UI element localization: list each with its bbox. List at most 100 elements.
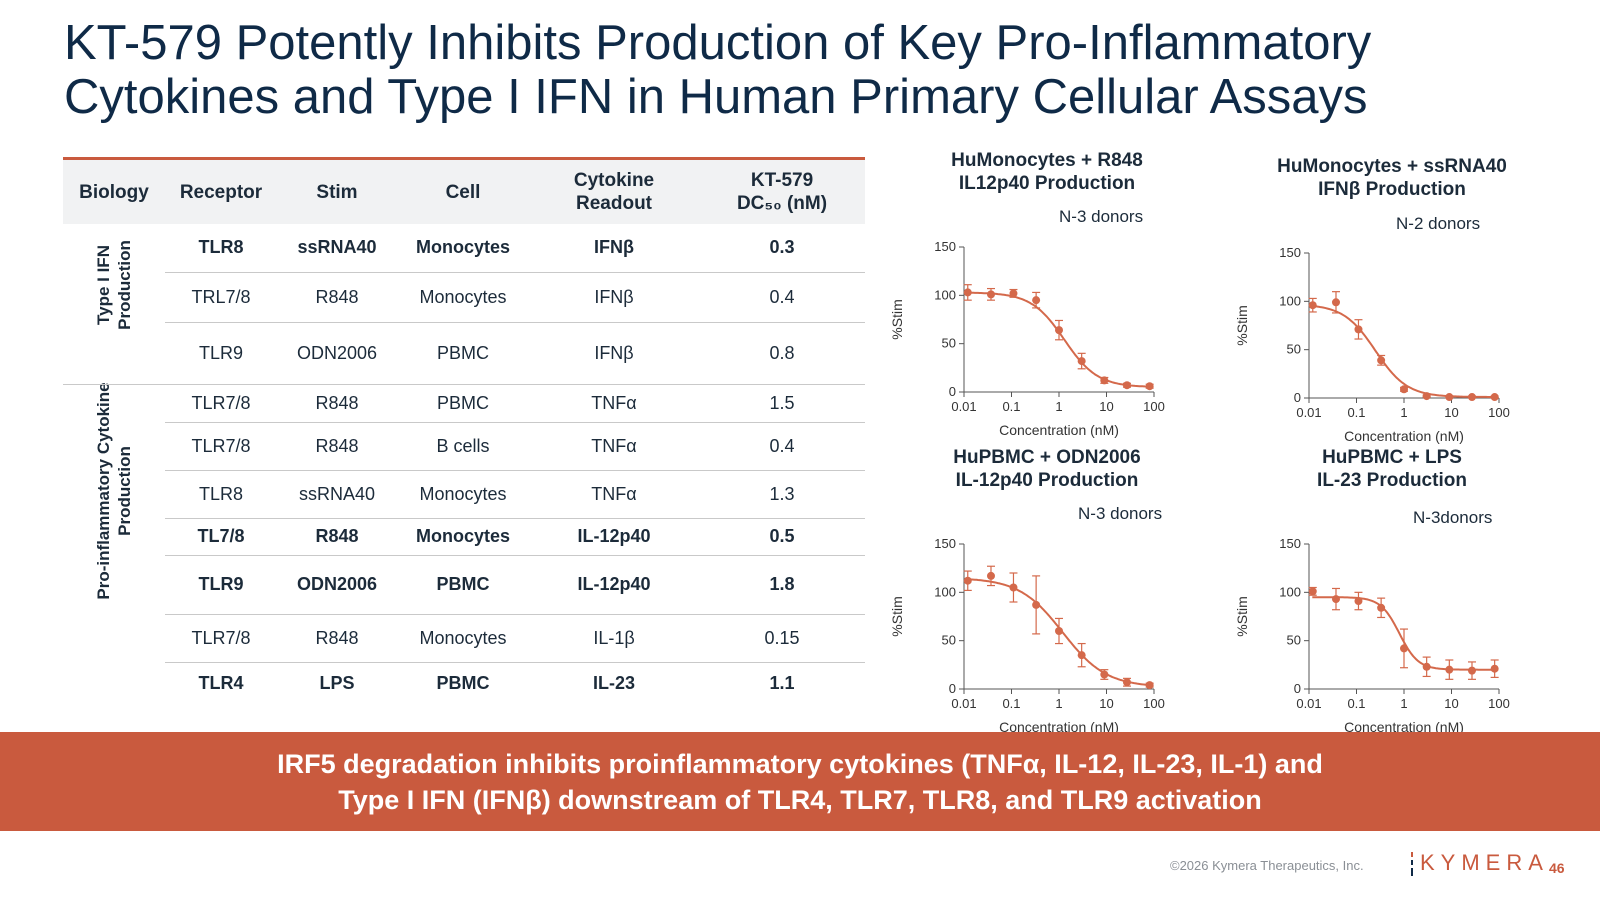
table-row-divider: [165, 662, 865, 663]
data-point: [1100, 376, 1109, 385]
cell-dc50: 0.3: [769, 236, 795, 257]
header-readout-line-2: Readout: [576, 193, 652, 214]
chart-title: HuPBMC + ODN2006 IL-12p40 Production: [892, 446, 1202, 492]
cell-receptor: TLR7/8: [191, 392, 251, 413]
x-axis-label: Concentration (nM): [999, 719, 1119, 735]
x-tick-label: 0.1: [1347, 405, 1365, 420]
data-point: [1354, 325, 1363, 334]
data-point: [1032, 296, 1041, 305]
y-axis-label: %Stim: [889, 299, 905, 339]
data-point: [963, 288, 972, 297]
header-dc50-line-2: DC₅₀ (nM): [736, 193, 828, 214]
table-row-divider: [165, 322, 865, 323]
cell-readout: IFNβ: [594, 286, 634, 307]
y-tick-label: 0: [949, 384, 956, 399]
data-point: [1145, 681, 1154, 690]
cell-dc50: 0.8: [769, 342, 795, 363]
table-row: TLR7/8 R848 PBMC TNFα 1.5: [165, 384, 865, 422]
fit-curve: [1312, 304, 1496, 398]
cell-receptor: TLR8: [198, 236, 244, 257]
chart-title-line-1: HuPBMC + ODN2006: [953, 447, 1141, 468]
data-point: [1009, 583, 1018, 592]
header-readout-line-1: Cytokine: [573, 170, 655, 191]
y-tick-label: 50: [1287, 342, 1301, 357]
header-cytokine-readout: Cytokine Readout: [529, 160, 699, 224]
group-label-pro-inflammatory-line-2: Production: [115, 446, 134, 536]
chart-pbmc-odn2006: HuPBMC + ODN2006 IL-12p40 Production N-3…: [889, 442, 1202, 735]
chart-title-line-1: HuPBMC + LPS: [1322, 447, 1462, 468]
cell-receptor: TLR9: [198, 342, 243, 363]
y-tick-label: 150: [1279, 536, 1301, 551]
y-tick-label: 100: [1279, 293, 1301, 308]
cell-dc50: 1.8: [769, 574, 795, 594]
data-point: [1445, 393, 1454, 402]
y-tick-label: 50: [1287, 633, 1301, 648]
cell-receptor: TLR7/8: [191, 435, 251, 456]
data-point: [1490, 664, 1499, 673]
y-tick-label: 150: [934, 536, 956, 551]
kymera-logo: KYMERA: [1410, 850, 1543, 880]
cell-readout: IL-1β: [593, 627, 635, 648]
table-row: TL7/8 R848 Monocytes IL-12p40 0.5: [165, 518, 865, 555]
cell-cell: B cells: [436, 435, 490, 456]
data-point: [1354, 597, 1363, 606]
cell-readout: IL-23: [592, 672, 635, 693]
cell-dc50: 0.4: [769, 286, 795, 307]
chart-annotation: N-3donors: [1413, 508, 1493, 527]
data-point: [1122, 381, 1131, 390]
x-tick-label: 1: [1055, 399, 1062, 414]
cell-dc50: 0.4: [769, 435, 795, 456]
group-label-pro-inflammatory: Pro-inflammatory Cytokine Production: [88, 359, 140, 623]
x-tick-label: 0.01: [1296, 405, 1321, 420]
chart-monocytes-r848: HuMonocytes + R848 IL12p40 Production N-…: [889, 145, 1202, 438]
page-number: 46: [1549, 860, 1565, 876]
summary-banner: IRF5 degradation inhibits proinflammator…: [0, 732, 1600, 831]
table-row: TLR8 ssRNA40 Monocytes IFNβ 0.3: [165, 222, 865, 272]
cell-dc50: 1.5: [769, 392, 795, 413]
cell-receptor: TLR8: [198, 483, 243, 504]
data-point: [1400, 385, 1408, 394]
data-point: [1032, 600, 1041, 609]
page-title-line-2: Cytokines and Type I IFN in Human Primar…: [64, 70, 1368, 124]
cell-stim: R848: [315, 526, 359, 546]
chart-title-line-2: IL-23 Production: [1317, 470, 1467, 491]
cell-cell: Monocytes: [419, 286, 507, 307]
x-tick-label: 1: [1055, 696, 1062, 711]
x-tick-label: 10: [1099, 399, 1113, 414]
y-axis-label: %Stim: [1234, 596, 1250, 636]
header-stim: Stim: [316, 181, 358, 203]
y-axis-label: %Stim: [889, 596, 905, 636]
x-axis-label: Concentration (nM): [1344, 719, 1464, 735]
cell-readout: IFNβ: [594, 342, 634, 363]
kymera-logo-text: KYMERA: [1420, 850, 1549, 875]
table-row-divider: [165, 272, 865, 273]
table-row: TLR9 ODN2006 PBMC IL-12p40 1.8: [165, 555, 865, 614]
x-tick-label: 0.01: [951, 696, 976, 711]
cell-cell: Monocytes: [419, 627, 507, 648]
y-tick-label: 150: [1279, 245, 1301, 260]
chart-title-line-1: HuMonocytes + R848: [951, 150, 1143, 171]
y-tick-label: 0: [949, 681, 956, 696]
cell-receptor: TLR9: [198, 574, 244, 594]
table-row: TLR4 LPS PBMC IL-23 1.1: [165, 662, 865, 704]
table-row-divider: [63, 384, 865, 385]
data-point: [1331, 298, 1340, 307]
x-tick-label: 0.1: [1347, 696, 1365, 711]
cell-stim: R848: [315, 435, 359, 456]
table-row-divider: [165, 614, 865, 615]
table-row-divider: [165, 470, 865, 471]
table-row: TLR7/8 R848 B cells TNFα 0.4: [165, 422, 865, 470]
cell-readout: IL-12p40: [577, 526, 651, 546]
table-row: TLR8 ssRNA40 Monocytes TNFα 1.3: [165, 470, 865, 518]
cell-stim: ODN2006: [296, 342, 378, 363]
cell-stim: LPS: [319, 672, 355, 693]
cell-dc50: 0.5: [769, 526, 795, 546]
data-point: [1077, 357, 1086, 366]
cell-dc50: 1.3: [769, 483, 795, 504]
table-row: TRL7/8 R848 Monocytes IFNβ 0.4: [165, 272, 865, 322]
x-tick-label: 1: [1400, 405, 1407, 420]
table-top-rule: [63, 157, 865, 160]
data-point: [1400, 644, 1408, 653]
cell-receptor: TL7/8: [197, 526, 245, 546]
chart-plot-svg: 0 50 100 150 0.01 0.1 1 10 100 Concentration (nM)…: [889, 239, 1165, 438]
